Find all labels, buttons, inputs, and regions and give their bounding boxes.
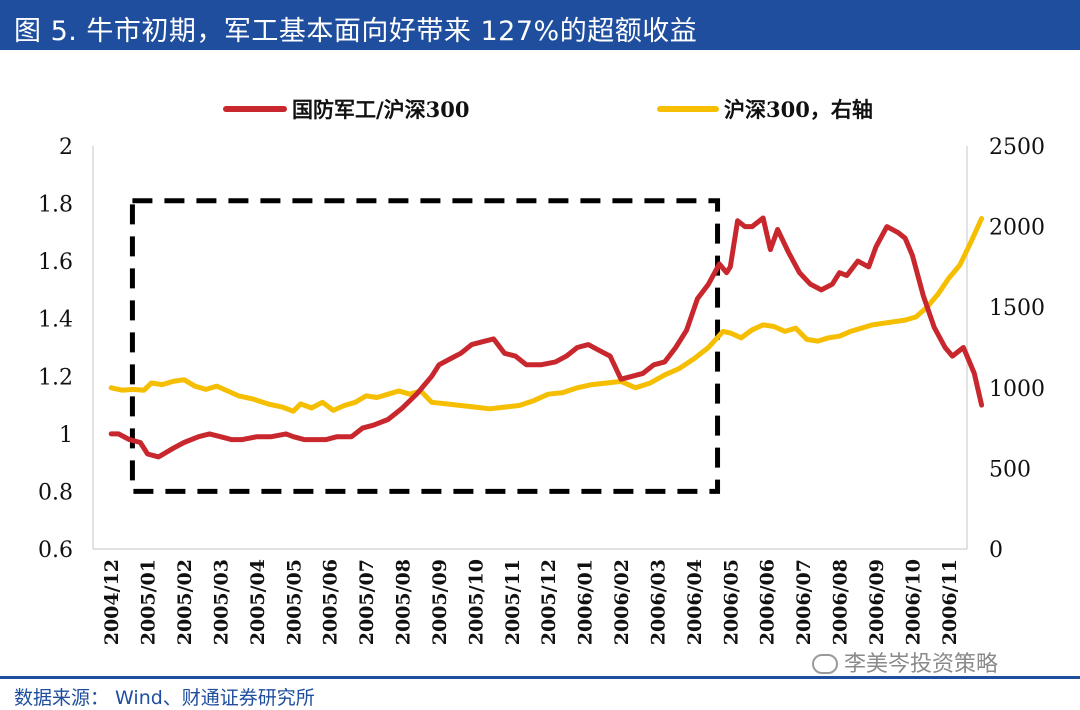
- x-tick-label: 2006/03: [647, 559, 669, 645]
- line-chart: 国防军工/沪深300 沪深300，右轴 0.6 0.8 1 1.2 1.4 1.6 1.8 2…: [38, 97, 1045, 645]
- y-tick-label-left: 0.8: [38, 480, 73, 505]
- x-tick-label: 2006/11: [939, 559, 961, 645]
- y-tick-label-left: 1: [59, 423, 73, 448]
- x-tick-label: 2005/06: [320, 559, 342, 645]
- x-tick-label: 2006/02: [611, 559, 633, 645]
- legend: 国防军工/沪深300 沪深300，右轴: [223, 97, 873, 122]
- x-tick-label: 2006/10: [902, 559, 924, 645]
- legend-label-defense: 国防军工/沪深300: [292, 97, 470, 122]
- x-tick-label: 2006/04: [684, 559, 706, 645]
- x-tick-label: 2006/06: [757, 559, 779, 645]
- y-tick-label-right: 1500: [989, 296, 1045, 321]
- watermark: 李美岑投资策略: [812, 646, 998, 678]
- highlight-rect: [129, 198, 721, 494]
- x-tick-label: 2006/08: [830, 559, 852, 645]
- x-tick-label: 2006/05: [720, 559, 742, 645]
- x-tick-label: 2005/12: [538, 559, 560, 645]
- x-tick-label: 2006/01: [575, 559, 597, 645]
- y-tick-label-left: 1.2: [38, 365, 73, 390]
- x-tick-label: 2005/08: [393, 559, 415, 645]
- series-line-defense-ratio: [108, 215, 985, 460]
- series-lines: [108, 215, 985, 460]
- y-tick-label-left: 1.4: [38, 308, 73, 333]
- x-tick-label: 2005/07: [356, 559, 378, 645]
- x-tick-label: 2005/01: [138, 559, 160, 645]
- y-tick-label-right: 500: [989, 457, 1031, 482]
- title-bar: 图 5. 牛市初期，军工基本面向好带来 127%的超额收益: [0, 0, 1080, 50]
- page-title: 图 5. 牛市初期，军工基本面向好带来 127%的超额收益: [14, 16, 698, 47]
- y-tick-label-left: 2: [59, 135, 73, 160]
- series-line-csi300: [108, 216, 985, 414]
- y-tick-label-right: 2500: [989, 135, 1045, 160]
- x-tick-label: 2006/09: [866, 559, 888, 645]
- axes: 0.6 0.8 1 1.2 1.4 1.6 1.8 2 0 500 1000 1500 2000 2500…: [38, 135, 1045, 645]
- source-note: 数据来源： Wind、财通证券研究所: [14, 687, 315, 709]
- y-tick-label-right: 1000: [989, 377, 1045, 402]
- y-tick-label-left: 1.8: [38, 193, 73, 218]
- x-tick-label: 2005/10: [465, 559, 487, 645]
- footer-divider: [0, 676, 1080, 679]
- x-tick-label: 2005/05: [283, 559, 305, 645]
- legend-label-csi300: 沪深300，右轴: [724, 97, 873, 122]
- watermark-text: 李美岑投资策略: [844, 652, 999, 677]
- y-tick-label-left: 0.6: [38, 538, 73, 563]
- wechat-icon: [812, 654, 838, 674]
- highlight-box: [129, 198, 721, 494]
- y-tick-label-left: 1.6: [38, 250, 73, 275]
- x-tick-label: 2005/11: [502, 559, 524, 645]
- x-tick-label: 2005/03: [210, 559, 232, 645]
- x-tick-label: 2006/07: [793, 559, 815, 645]
- x-tick-label: 2005/09: [429, 559, 451, 645]
- x-tick-label: 2005/02: [174, 559, 196, 645]
- x-tick-label: 2005/04: [247, 559, 269, 645]
- y-tick-label-right: 2000: [989, 216, 1045, 241]
- x-tick-label: 2004/12: [101, 559, 123, 645]
- y-tick-label-right: 0: [989, 538, 1003, 563]
